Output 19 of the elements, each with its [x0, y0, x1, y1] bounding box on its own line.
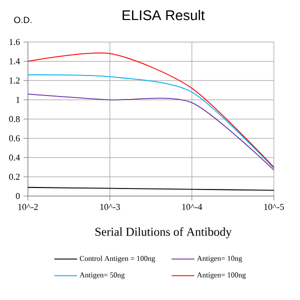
y-tick-label: 1.2 [10, 78, 20, 84]
x-tick-label: 10^-3 [100, 204, 120, 210]
x-tick-label: 10^-5 [264, 204, 284, 210]
y-tick-label: 0.4 [9, 154, 20, 161]
line-series [27, 52, 274, 168]
y-tick-label: 1.4 [10, 58, 20, 64]
y-tick-label: 1 [16, 96, 20, 103]
x-axis-title: Serial Dilutions of Antibody [95, 227, 232, 238]
y-tick-label: 0.8 [9, 116, 20, 122]
y-tick-label: 1.6 [10, 39, 20, 46]
x-tick-label: 10^-4 [182, 204, 202, 210]
x-tick-label: 10^-2 [18, 204, 38, 210]
y-tick-label: 0 [16, 193, 20, 200]
y-axis-title: O.D. [14, 16, 32, 24]
line-series [27, 94, 274, 171]
chart-title: ELISA Result [122, 10, 205, 20]
y-tick-label: 0.2 [9, 174, 20, 180]
y-tick-label: 0.6 [9, 135, 20, 142]
line-series [27, 74, 274, 169]
